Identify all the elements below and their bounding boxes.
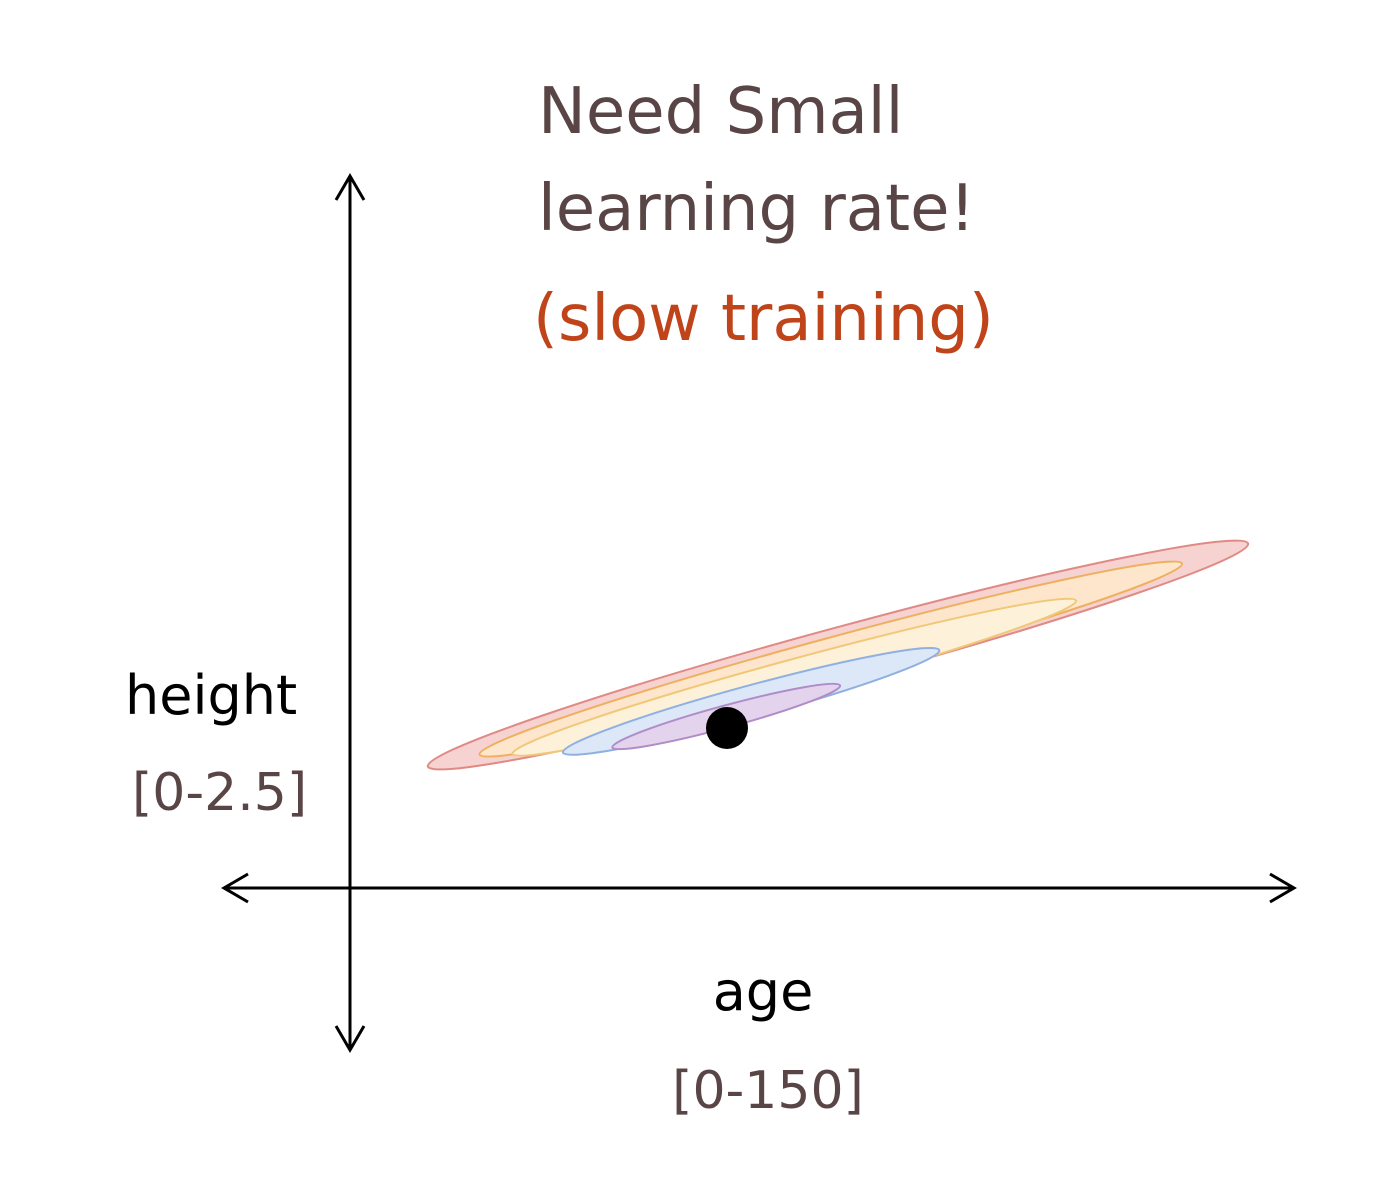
point <box>706 707 748 749</box>
x-axis-range: [0-150] <box>672 1061 864 1121</box>
arrowhead <box>221 872 249 904</box>
x-axis-label: age <box>713 960 814 1023</box>
title-line: learning rate! <box>538 172 975 246</box>
arrowhead <box>1269 872 1297 904</box>
axes <box>221 173 1297 1053</box>
arrowhead <box>334 173 366 201</box>
y-axis-range: [0-2.5] <box>132 763 307 823</box>
title-line: Need Small <box>538 75 903 149</box>
arrowhead <box>334 1025 366 1053</box>
contours <box>426 539 1250 771</box>
subtitle: (slow training) <box>533 282 994 356</box>
y-axis-label: height <box>125 664 297 727</box>
